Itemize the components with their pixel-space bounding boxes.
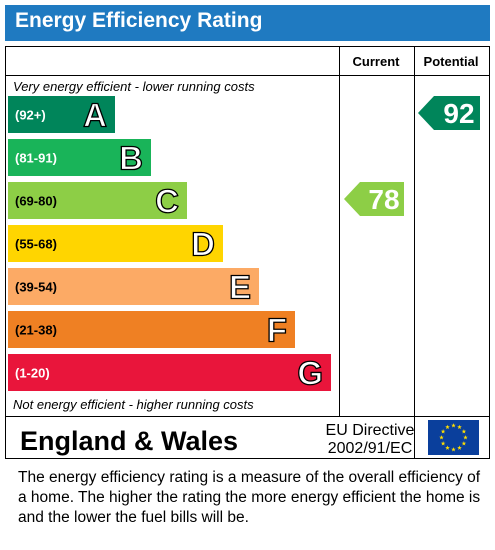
eu-star [445, 424, 450, 430]
current-rating-arrow [344, 182, 404, 216]
potential-rating: 92 [418, 96, 480, 130]
band-range: (81-91) [15, 151, 57, 166]
band-range: (55-68) [15, 237, 57, 252]
bottom-note: Not energy efficient - higher running co… [13, 397, 254, 412]
band-range: (69-80) [15, 194, 57, 209]
top-note: Very energy efficient - lower running co… [13, 79, 255, 94]
band-letter: G [297, 355, 323, 392]
band-c: (69-80) C [8, 182, 187, 220]
eu-star [457, 445, 462, 450]
band-letter: A [83, 97, 107, 134]
band-range: (92+) [15, 108, 46, 123]
potential-rating-arrow [418, 96, 480, 130]
band-range: (39-54) [15, 280, 57, 295]
potential-header: Potential [424, 54, 479, 69]
band-bar [8, 354, 331, 391]
eu-star [445, 445, 450, 450]
band-a: (92+) A [8, 96, 115, 134]
directive-line2: 2002/91/EC [328, 440, 413, 457]
directive-line1: EU Directive [326, 422, 415, 439]
band-range: (1-20) [15, 366, 50, 381]
band-bar [8, 182, 187, 219]
band-bar [8, 311, 295, 348]
eu-flag-icon [428, 420, 479, 455]
band-letter: B [119, 140, 143, 177]
band-d: (55-68) D [8, 225, 223, 263]
region-frame [5, 416, 490, 459]
band-e: (39-54) E [8, 268, 259, 306]
eu-star [451, 447, 456, 452]
current-header: Current [353, 54, 401, 69]
band-bar [8, 139, 151, 176]
current-rating-value: 78 [368, 184, 399, 215]
band-bar [8, 268, 259, 305]
current-rating: 78 [344, 182, 404, 216]
band-letter: E [229, 269, 251, 306]
footer-description: The energy efficiency rating is a measur… [18, 469, 481, 526]
title-bar: Energy Efficiency Rating [5, 5, 490, 41]
chart-title: Energy Efficiency Rating [15, 9, 263, 32]
band-f: (21-38) F [8, 311, 295, 349]
band-bar [8, 225, 223, 262]
eu-star [461, 441, 467, 446]
band-letter: C [155, 183, 179, 220]
band-bar [8, 96, 115, 133]
eu-star [440, 429, 446, 434]
potential-rating-value: 92 [443, 98, 474, 129]
band-letter: D [191, 226, 215, 263]
eu-star [439, 435, 444, 440]
band-b: (81-91) B [8, 139, 151, 177]
region-label: England & Wales [20, 426, 238, 456]
eu-star [461, 429, 467, 434]
eu-star [457, 424, 462, 430]
eu-star [451, 423, 456, 428]
band-letter: F [267, 312, 287, 349]
eu-star [463, 435, 468, 440]
band-g: (1-20) G [8, 354, 331, 392]
eu-star [440, 441, 446, 446]
band-range: (21-38) [15, 323, 57, 338]
